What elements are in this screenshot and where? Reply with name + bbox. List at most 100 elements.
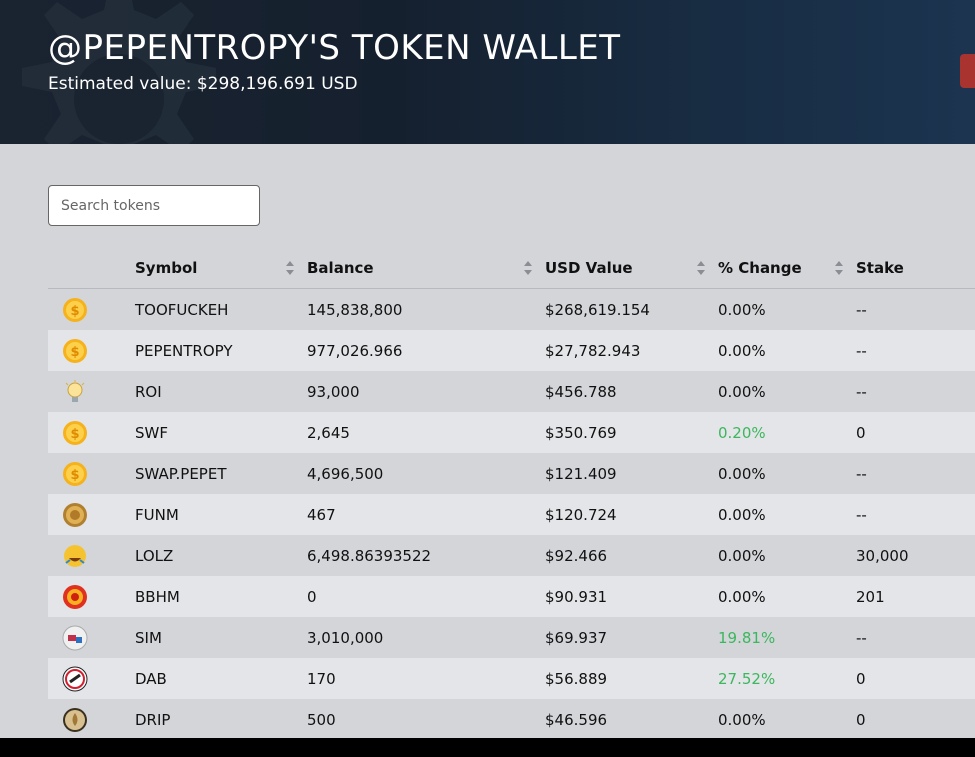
coin-icon: $ <box>63 461 87 486</box>
token-change: 0.00% <box>718 371 856 412</box>
token-usd-value: $46.596 <box>545 699 718 740</box>
token-stake: 0 <box>856 699 975 740</box>
svg-text:$: $ <box>70 427 79 442</box>
token-stake: -- <box>856 330 975 371</box>
token-usd-value: $120.724 <box>545 494 718 535</box>
drop-coin-icon <box>63 707 87 732</box>
table-row[interactable]: FUNM 467 $120.724 0.00% -- <box>48 494 975 535</box>
table-row[interactable]: $ SWF 2,645 $350.769 0.20% 0 <box>48 412 975 453</box>
column-header-icon <box>48 248 135 289</box>
token-stake: -- <box>856 494 975 535</box>
table-row[interactable]: DAB 170 $56.889 27.52% 0 <box>48 658 975 699</box>
token-icon-cell: $ <box>48 330 135 371</box>
sort-icon[interactable] <box>285 260 295 276</box>
table-row[interactable]: $ TOOFUCKEH 145,838,800 $268,619.154 0.00% -- <box>48 288 975 330</box>
token-symbol[interactable]: SWAP.PEPET <box>135 453 307 494</box>
table-row[interactable]: $ PEPENTROPY 977,026.966 $27,782.943 0.00% -- <box>48 330 975 371</box>
token-stake: 0 <box>856 658 975 699</box>
token-change: 0.00% <box>718 699 856 740</box>
search-input[interactable] <box>48 185 260 226</box>
table-row[interactable]: SIM 3,010,000 $69.937 19.81% -- <box>48 617 975 658</box>
token-symbol[interactable]: SWF <box>135 412 307 453</box>
token-symbol[interactable]: FUNM <box>135 494 307 535</box>
token-balance: 0 <box>307 576 545 617</box>
dab-logo-icon <box>62 666 88 691</box>
token-usd-value: $121.409 <box>545 453 718 494</box>
token-usd-value: $69.937 <box>545 617 718 658</box>
token-stake: -- <box>856 288 975 330</box>
token-balance: 467 <box>307 494 545 535</box>
token-icon-cell <box>48 699 135 740</box>
token-symbol[interactable]: PEPENTROPY <box>135 330 307 371</box>
coin-icon: $ <box>63 420 87 445</box>
token-stake: -- <box>856 371 975 412</box>
table-row[interactable]: LOLZ 6,498.86393522 $92.466 0.00% 30,000 <box>48 535 975 576</box>
token-balance: 3,010,000 <box>307 617 545 658</box>
gear-background-icon <box>22 0 216 144</box>
side-action-button[interactable] <box>960 54 975 88</box>
table-row[interactable]: BBHM 0 $90.931 0.00% 201 <box>48 576 975 617</box>
token-icon-cell: $ <box>48 453 135 494</box>
token-icon-cell <box>48 494 135 535</box>
token-change: 0.00% <box>718 288 856 330</box>
token-symbol[interactable]: LOLZ <box>135 535 307 576</box>
token-symbol[interactable]: ROI <box>135 371 307 412</box>
token-usd-value: $90.931 <box>545 576 718 617</box>
table-row[interactable]: ROI 93,000 $456.788 0.00% -- <box>48 371 975 412</box>
token-balance: 500 <box>307 699 545 740</box>
token-symbol[interactable]: SIM <box>135 617 307 658</box>
token-icon-cell <box>48 658 135 699</box>
token-stake: 0 <box>856 412 975 453</box>
svg-text:$: $ <box>70 304 79 319</box>
token-symbol[interactable]: DAB <box>135 658 307 699</box>
table-row[interactable]: $ SWAP.PEPET 4,696,500 $121.409 0.00% -- <box>48 453 975 494</box>
token-icon-cell <box>48 576 135 617</box>
token-change: 0.00% <box>718 330 856 371</box>
sim-logo-icon <box>62 625 88 650</box>
column-header-change[interactable]: % Change <box>718 248 856 289</box>
token-icon-cell: $ <box>48 412 135 453</box>
page-header: @PEPENTROPY'S TOKEN WALLET Estimated val… <box>0 0 975 144</box>
bottom-bar <box>0 738 975 757</box>
estimated-value: Estimated value: $298,196.691 USD <box>48 74 358 94</box>
column-header-stake[interactable]: Stake <box>856 248 975 289</box>
token-symbol[interactable]: BBHM <box>135 576 307 617</box>
lion-coin-icon <box>63 502 87 527</box>
sort-icon[interactable] <box>834 260 844 276</box>
sort-icon[interactable] <box>523 260 533 276</box>
token-stake: 30,000 <box>856 535 975 576</box>
coin-icon: $ <box>63 297 87 322</box>
column-header-usd-value[interactable]: USD Value <box>545 248 718 289</box>
token-icon-cell <box>48 535 135 576</box>
svg-text:$: $ <box>70 468 79 483</box>
page-title: @PEPENTROPY'S TOKEN WALLET <box>48 28 621 68</box>
token-usd-value: $350.769 <box>545 412 718 453</box>
table-row[interactable]: DRIP 500 $46.596 0.00% 0 <box>48 699 975 740</box>
laughing-icon <box>64 544 86 567</box>
table-header-row: Symbol Balance USD Value % Change Stake <box>48 248 975 289</box>
token-balance: 2,645 <box>307 412 545 453</box>
token-balance: 4,696,500 <box>307 453 545 494</box>
red-badge-icon <box>63 584 87 609</box>
token-stake: -- <box>856 453 975 494</box>
token-stake: 201 <box>856 576 975 617</box>
column-header-symbol[interactable]: Symbol <box>135 248 307 289</box>
token-balance: 145,838,800 <box>307 288 545 330</box>
token-change: 0.20% <box>718 412 856 453</box>
token-change: 0.00% <box>718 453 856 494</box>
token-balance: 977,026.966 <box>307 330 545 371</box>
token-symbol[interactable]: TOOFUCKEH <box>135 288 307 330</box>
token-icon-cell <box>48 371 135 412</box>
lightbulb-icon <box>65 379 85 402</box>
token-stake: -- <box>856 617 975 658</box>
token-change: 0.00% <box>718 494 856 535</box>
token-balance: 93,000 <box>307 371 545 412</box>
token-table: Symbol Balance USD Value % Change Stake … <box>48 248 975 740</box>
token-symbol[interactable]: DRIP <box>135 699 307 740</box>
column-header-balance[interactable]: Balance <box>307 248 545 289</box>
svg-text:$: $ <box>70 345 79 360</box>
sort-icon[interactable] <box>696 260 706 276</box>
token-usd-value: $456.788 <box>545 371 718 412</box>
token-usd-value: $268,619.154 <box>545 288 718 330</box>
token-change: 0.00% <box>718 576 856 617</box>
